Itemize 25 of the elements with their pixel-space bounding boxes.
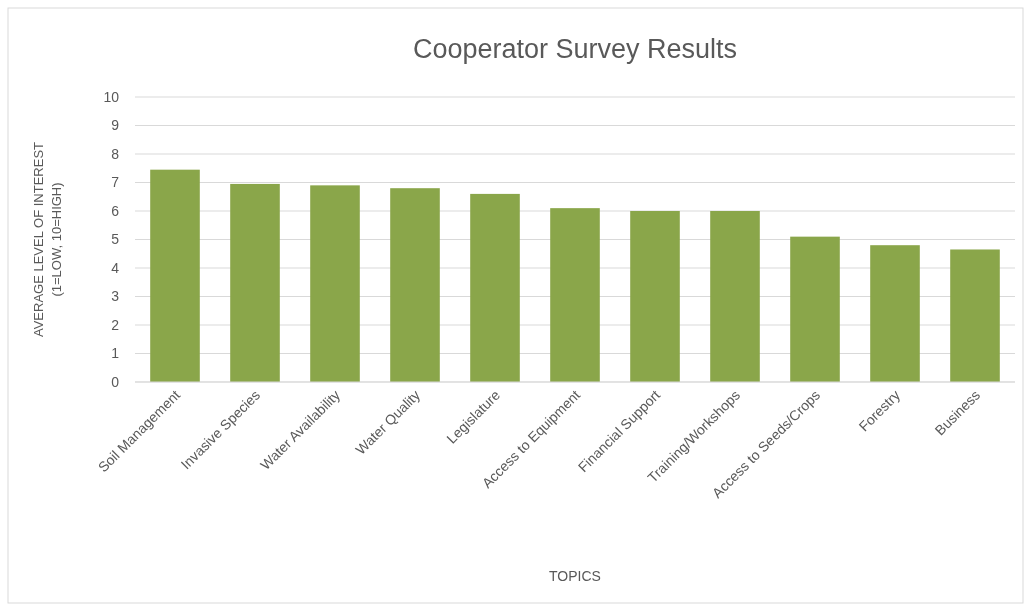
y-axis-title: AVERAGE LEVEL OF INTEREST (1=LOW, 10=HIGH) <box>31 141 64 338</box>
x-axis-title: TOPICS <box>549 568 601 584</box>
y-tick-label: 6 <box>111 202 120 219</box>
bar <box>790 236 840 382</box>
y-tick-label: 8 <box>111 145 120 162</box>
y-tick-label: 1 <box>111 345 120 362</box>
bar <box>470 193 520 382</box>
y-tick-label: 0 <box>111 373 120 390</box>
y-tick-label: 3 <box>111 288 120 305</box>
y-tick-label: 9 <box>111 117 120 134</box>
bar <box>150 169 200 382</box>
y-tick-label: 2 <box>111 316 120 333</box>
chart-title: Cooperator Survey Results <box>412 34 738 64</box>
bar <box>950 249 1000 382</box>
y-tick-label: 7 <box>111 174 120 191</box>
y-tick-label: 5 <box>111 231 120 248</box>
bar <box>630 211 680 382</box>
bar <box>230 183 280 382</box>
y-tick-label: 10 <box>103 88 120 105</box>
bar <box>390 188 440 382</box>
bar <box>310 185 360 382</box>
bar <box>550 208 600 382</box>
bar <box>710 211 760 382</box>
bar <box>870 245 920 382</box>
y-tick-label: 4 <box>111 259 120 276</box>
